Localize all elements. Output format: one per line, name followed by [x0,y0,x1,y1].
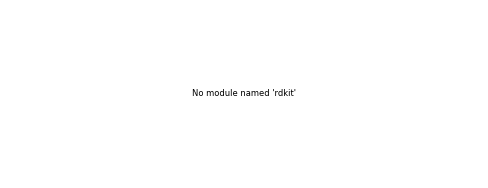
Text: No module named 'rdkit': No module named 'rdkit' [192,89,296,99]
